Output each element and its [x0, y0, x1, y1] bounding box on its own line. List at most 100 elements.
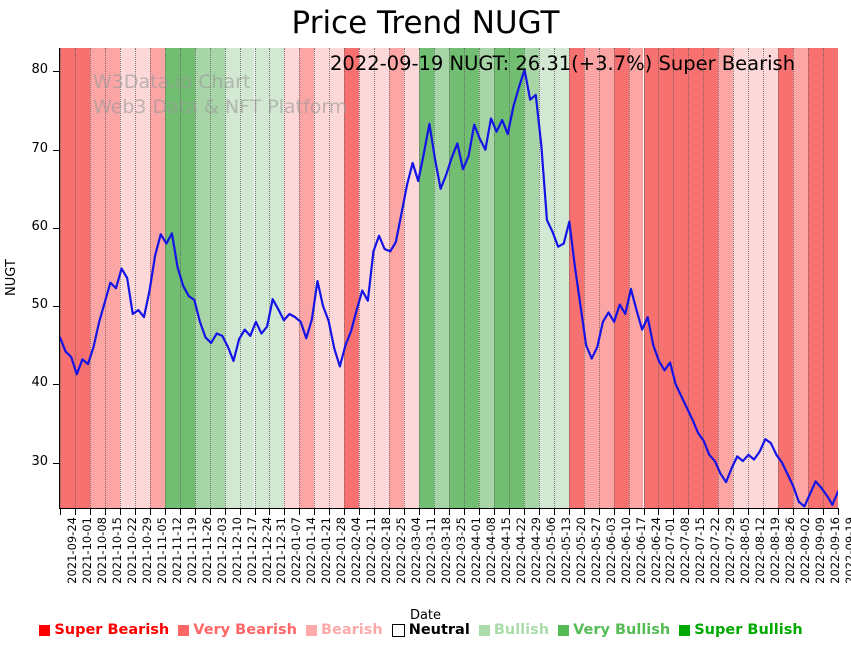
regime-band	[778, 48, 794, 508]
vertical-gridline	[224, 48, 226, 508]
legend-swatch-icon	[391, 623, 405, 637]
legend-item[interactable]: Very Bearish	[178, 622, 306, 638]
vertical-gridline	[239, 48, 241, 508]
x-axis-tick	[269, 509, 271, 515]
regime-band	[74, 48, 90, 508]
vertical-gridline	[568, 48, 570, 508]
x-axis-tick	[643, 509, 645, 515]
y-axis-tick	[53, 384, 59, 386]
x-axis-line	[59, 508, 839, 509]
regime-band	[404, 48, 420, 508]
regime-band	[344, 48, 360, 508]
legend-item[interactable]: Super Bullish	[679, 622, 811, 638]
vertical-gridline	[194, 48, 196, 508]
regime-band	[104, 48, 120, 508]
x-axis-tick	[778, 509, 780, 515]
x-axis-tick	[793, 509, 795, 515]
x-axis-tick	[658, 509, 660, 515]
vertical-gridline	[314, 48, 316, 508]
x-axis-tick-label: 2022-05-13	[558, 517, 573, 584]
x-axis-tick	[149, 509, 151, 515]
regime-band	[239, 48, 255, 508]
x-axis-tick-label: 2022-07-29	[723, 517, 738, 584]
x-axis-tick-label: 2022-06-24	[648, 517, 663, 584]
vertical-gridline	[329, 48, 331, 508]
x-axis-tick-label: 2022-04-29	[528, 517, 543, 584]
regime-band	[628, 48, 644, 508]
x-axis-tick	[838, 509, 839, 515]
x-axis-tick	[134, 509, 136, 515]
regime-band	[329, 48, 345, 508]
regime-band	[254, 48, 270, 508]
regime-band	[89, 48, 105, 508]
x-axis-tick-label: 2021-10-15	[109, 517, 124, 584]
x-axis-tick	[164, 509, 166, 515]
price-line-series	[60, 68, 838, 508]
legend-item[interactable]: Bearish	[305, 622, 392, 638]
regime-band	[823, 48, 838, 508]
vertical-gridline	[149, 48, 151, 508]
x-axis-tick-label: 2022-06-17	[633, 517, 648, 584]
x-axis-tick	[179, 509, 181, 515]
x-axis-tick	[209, 509, 211, 515]
regime-band	[658, 48, 674, 508]
x-axis-tick-label: 2022-07-22	[708, 517, 723, 584]
x-axis-tick-label: 2022-02-04	[349, 517, 364, 584]
vertical-gridline	[60, 48, 61, 508]
vertical-gridline	[643, 48, 645, 508]
legend-item[interactable]: Neutral	[391, 622, 479, 638]
vertical-gridline	[553, 48, 555, 508]
vertical-gridline	[419, 48, 421, 508]
regime-band	[688, 48, 704, 508]
regime-band	[733, 48, 749, 508]
x-axis-tick-label: 2022-01-28	[334, 517, 349, 584]
legend-label: Super Bearish	[54, 622, 170, 638]
x-axis-tick-label: 2022-06-03	[603, 517, 618, 584]
regime-band	[314, 48, 330, 508]
x-axis-tick-label: 2022-09-02	[798, 517, 813, 584]
vertical-gridline	[209, 48, 211, 508]
vertical-gridline	[823, 48, 825, 508]
x-axis-tick	[449, 509, 450, 515]
vertical-gridline	[374, 48, 376, 508]
x-axis-tick-label: 2022-05-27	[588, 517, 603, 584]
x-axis-tick-label: 2021-10-08	[94, 517, 109, 584]
legend-swatch-icon	[305, 624, 317, 636]
legend-label: Very Bullish	[573, 622, 671, 638]
x-axis-tick-label: 2021-12-03	[214, 517, 229, 584]
x-axis-tick	[224, 509, 226, 515]
x-axis-tick-label: 2021-09-24	[65, 517, 79, 584]
regime-band	[493, 48, 509, 508]
x-axis-tick	[808, 509, 810, 515]
vertical-gridline	[718, 48, 720, 508]
regime-band	[613, 48, 629, 508]
vertical-gridline	[134, 48, 136, 508]
vertical-gridline	[583, 48, 585, 508]
x-axis-tick-label: 2022-08-26	[783, 517, 798, 584]
vertical-gridline	[793, 48, 795, 508]
regime-band	[718, 48, 734, 508]
x-axis-tick-label: 2022-05-20	[573, 517, 588, 584]
x-axis-tick	[344, 509, 346, 515]
regime-band	[269, 48, 285, 508]
vertical-gridline	[89, 48, 91, 508]
x-axis-tick	[493, 509, 495, 515]
x-axis-tick-label: 2022-03-11	[424, 517, 439, 584]
vertical-gridline	[104, 48, 106, 508]
y-axis-line	[59, 48, 60, 509]
x-axis-tick	[628, 509, 630, 515]
x-axis-tick	[104, 509, 106, 515]
legend-item[interactable]: Very Bullish	[558, 622, 679, 638]
regime-band	[523, 48, 539, 508]
x-axis-tick	[119, 509, 121, 515]
regime-band	[179, 48, 195, 508]
legend: Super Bearish Very Bearish Bearish Neutral B…	[0, 622, 851, 638]
x-axis-tick-label: 2022-04-01	[468, 517, 483, 584]
x-axis-tick-label: 2022-01-14	[304, 517, 319, 584]
legend-item[interactable]: Super Bearish	[39, 622, 178, 638]
x-axis-tick-label: 2022-03-18	[439, 517, 454, 584]
x-axis-tick-label: 2022-07-01	[663, 517, 678, 584]
latest-quote-annotation: 2022-09-19 NUGT: 26.31(+3.7%) Super Bear…	[330, 52, 796, 75]
legend-item[interactable]: Bullish	[478, 622, 558, 638]
vertical-gridline	[508, 48, 510, 508]
